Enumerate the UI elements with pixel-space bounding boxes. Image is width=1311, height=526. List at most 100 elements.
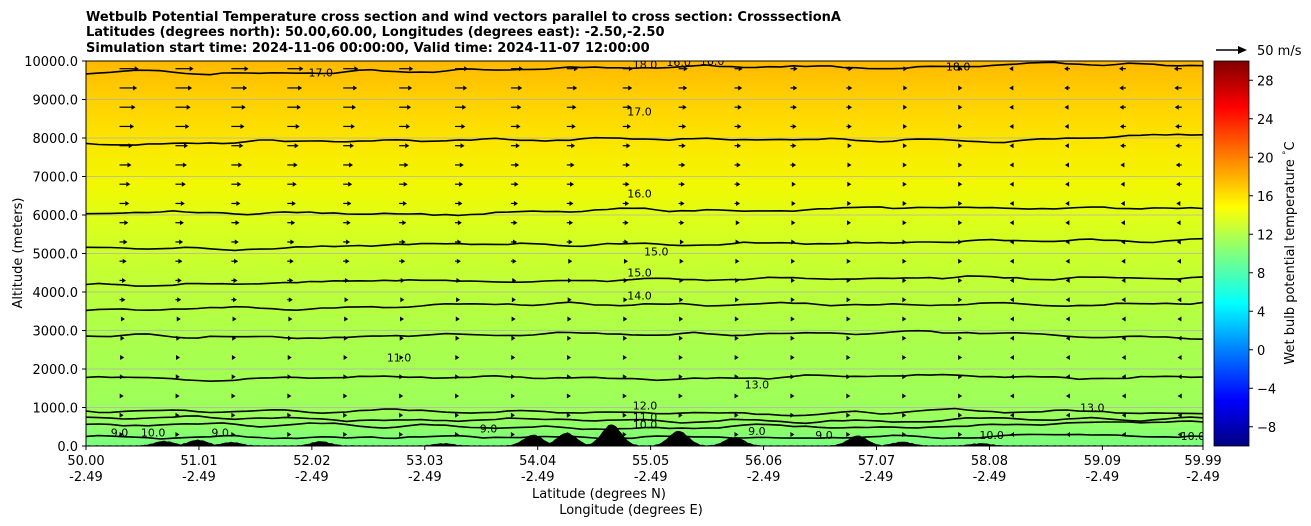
wind-vector-head xyxy=(1120,181,1125,187)
wind-vector-head xyxy=(1121,412,1126,418)
wind-vector-head xyxy=(119,431,124,437)
wind-vector-head xyxy=(846,354,851,360)
x-tick-label-lon: -2.49 xyxy=(634,470,668,485)
wind-vector-head xyxy=(186,104,191,110)
wind-vector-head xyxy=(455,354,460,360)
title-line-3: Simulation start time: 2024-11-06 00:00:… xyxy=(86,41,650,56)
wind-vector-head xyxy=(902,431,907,437)
wind-vector-head xyxy=(294,143,299,149)
wind-vector-head xyxy=(680,200,685,206)
wind-vector-head xyxy=(902,162,907,168)
wind-vector-head xyxy=(569,200,574,206)
wind-vector-head xyxy=(958,374,963,380)
wind-vector-head xyxy=(958,277,963,283)
wind-vector-head xyxy=(682,123,687,129)
wind-vector-head xyxy=(120,354,125,360)
x-tick-label-lon: -2.49 xyxy=(295,470,329,485)
wind-vector-head xyxy=(1009,123,1014,129)
x-tick-label-lat: 59.99 xyxy=(1184,454,1221,469)
wind-vector-head xyxy=(455,393,460,399)
colorbar-tick-label: 4 xyxy=(1257,305,1265,320)
contour-label: 16.0 xyxy=(700,55,725,68)
wind-vector-head xyxy=(1065,354,1070,360)
colorbar xyxy=(1213,60,1250,447)
contour-line xyxy=(86,329,1203,340)
contour-line xyxy=(86,206,1203,217)
contour-line xyxy=(86,415,1203,425)
wind-vector-head xyxy=(180,200,185,206)
wind-vector-head xyxy=(1121,258,1126,264)
x-tick-label-lat: 56.06 xyxy=(745,454,782,469)
wind-vector-head xyxy=(902,181,907,187)
wind-vector-head xyxy=(571,123,576,129)
wind-vector-head xyxy=(1176,220,1181,226)
wind-vector-head xyxy=(1174,85,1179,91)
wind-vector-head xyxy=(119,393,124,399)
wind-vector-head xyxy=(903,104,908,110)
wind-vector-head xyxy=(1065,181,1070,187)
wind-vector-head xyxy=(188,85,193,91)
wind-vector-head xyxy=(236,200,241,206)
wind-vector-head xyxy=(570,162,575,168)
wind-vector-head xyxy=(1009,181,1014,187)
wind-vector-head xyxy=(622,412,627,418)
contour-line xyxy=(86,433,1203,441)
wind-vector-head xyxy=(734,354,739,360)
wind-vector-head xyxy=(958,354,963,360)
wind-vector-head xyxy=(902,393,907,399)
wind-vector-head xyxy=(737,104,742,110)
wind-vector-head xyxy=(460,143,465,149)
wind-vector-head xyxy=(400,297,405,303)
wind-vector-head xyxy=(461,123,466,129)
wind-vector-head xyxy=(790,354,795,360)
wind-vector-head xyxy=(682,104,687,110)
wind-vector-head xyxy=(902,297,907,303)
wind-vector-head xyxy=(846,258,851,264)
colorbar-ticks: −8 −4 0 4 8 12 16 20 24 28 xyxy=(1249,74,1276,436)
wind-vector-head xyxy=(122,258,127,264)
contour-line xyxy=(86,237,1203,252)
wind-vector-head xyxy=(1010,412,1015,418)
wind-vector-head xyxy=(351,104,356,110)
x-tick-label-lon: -2.49 xyxy=(1086,470,1120,485)
wind-vector-head xyxy=(790,374,795,380)
wind-vector-head xyxy=(119,412,124,418)
wind-vector-head xyxy=(405,143,410,149)
wind-vector-head xyxy=(791,258,796,264)
wind-vector-head xyxy=(573,66,578,72)
wind-vector-head xyxy=(510,412,515,418)
wind-vector-head xyxy=(1009,200,1014,206)
wind-vector-head xyxy=(1065,412,1070,418)
wind-vector-head xyxy=(1119,66,1124,72)
wind-vector-head xyxy=(1009,335,1014,341)
wind-vector-head xyxy=(958,258,963,264)
wind-vector-head xyxy=(791,239,796,245)
wind-vector-head xyxy=(1064,123,1069,129)
wind-vector-head xyxy=(793,66,798,72)
colorbar-tick-label: 0 xyxy=(1257,344,1265,359)
wind-vector-head xyxy=(958,85,963,91)
wind-vector-head xyxy=(626,143,631,149)
contour-line xyxy=(86,373,1203,383)
contour-label: 13.0 xyxy=(745,378,770,391)
wind-vector-head xyxy=(401,239,406,245)
contour-label: 16.0 xyxy=(627,188,652,201)
wind-vector-head xyxy=(902,200,907,206)
wind-vector-head xyxy=(120,316,125,322)
wind-vector-head xyxy=(678,393,683,399)
grid-lines xyxy=(86,61,1203,446)
wind-vector-head xyxy=(291,220,296,226)
wind-vector-head xyxy=(623,297,628,303)
wind-vector-head xyxy=(511,374,516,380)
wind-vector-head xyxy=(515,162,520,168)
wind-vector-head xyxy=(1119,85,1124,91)
wind-vector-head xyxy=(790,412,795,418)
wind-vector-head xyxy=(1121,374,1126,380)
wind-vector-head xyxy=(288,316,293,322)
wind-vector-head xyxy=(736,181,741,187)
plot-area: 18.0 16.0 16.0 18.0 17.0 17.0 16.0 15.0 15.0 14.0… xyxy=(86,55,1203,446)
colorbar-tick-label: 16 xyxy=(1257,190,1274,205)
colorbar-tick-label: 20 xyxy=(1257,151,1274,166)
x-tick-label-lat: 50.00 xyxy=(67,454,104,469)
wind-vector-head xyxy=(1064,85,1069,91)
